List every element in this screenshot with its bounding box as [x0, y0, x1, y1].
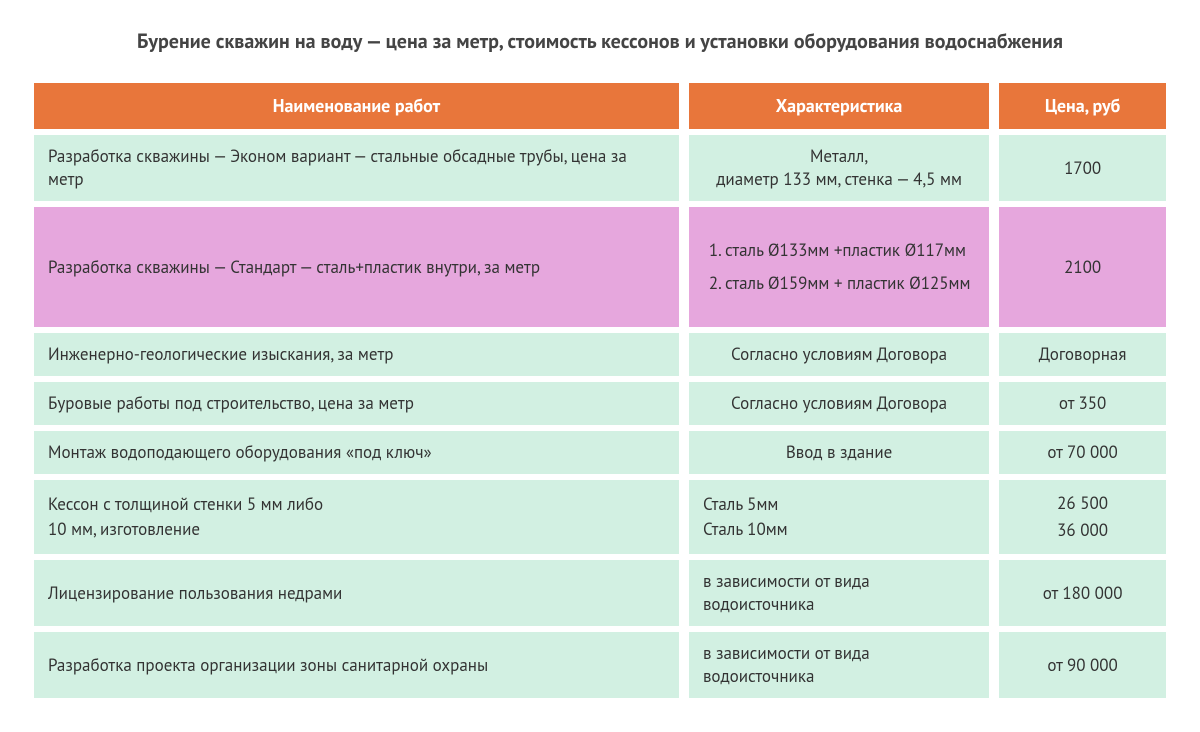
header-row: Наименование работ Характеристика Цена, … [34, 83, 1166, 129]
price-line: 36 000 [1057, 519, 1108, 541]
spec-item: сталь Ø133мм +пластик Ø117мм [725, 239, 975, 262]
header-price: Цена, руб [999, 83, 1166, 129]
cell-name: Разработка скважины — Эконом вариант — с… [34, 135, 679, 201]
cell-price: 1700 [999, 135, 1166, 201]
table-row: Кессон с толщиной стенки 5 мм либо 10 мм… [34, 480, 1166, 554]
table-row: Разработка скважины — Стандарт — сталь+п… [34, 207, 1166, 327]
cell-name: Инженерно-геологические изыскания, за ме… [34, 333, 679, 376]
table-row: Инженерно-геологические изыскания, за ме… [34, 333, 1166, 376]
table-row: Лицензирование пользования недрами в зав… [34, 560, 1166, 626]
cell-price: Договорная [999, 333, 1166, 376]
cell-name: Буровые работы под строительство, цена з… [34, 382, 679, 425]
table-row: Разработка проекта организации зоны сани… [34, 632, 1166, 698]
cell-name: Разработка скважины — Стандарт — сталь+п… [34, 207, 679, 327]
cell-char: Ввод в здание [689, 431, 989, 474]
pricing-table: Наименование работ Характеристика Цена, … [24, 77, 1176, 704]
spec-item: сталь Ø159мм + пластик Ø125мм [725, 272, 975, 295]
char-line: Сталь 10мм [703, 518, 788, 540]
header-name: Наименование работ [34, 83, 679, 129]
cell-price: от 180 000 [999, 560, 1166, 626]
cell-char: Согласно условиям Договора [689, 333, 989, 376]
cell-char: в зависимости от вида водоисточника [689, 632, 989, 698]
page-title: Бурение скважин на воду — цена за метр, … [24, 28, 1176, 55]
name-line: 10 мм, изготовление [48, 518, 200, 540]
table-row: Разработка скважины — Эконом вариант — с… [34, 135, 1166, 201]
cell-name: Кессон с толщиной стенки 5 мм либо 10 мм… [34, 480, 679, 554]
header-char: Характеристика [689, 83, 989, 129]
cell-char: в зависимости от вида водоисточника [689, 560, 989, 626]
cell-price: 26 500 36 000 [999, 480, 1166, 554]
cell-name: Разработка проекта организации зоны сани… [34, 632, 679, 698]
cell-price: от 90 000 [999, 632, 1166, 698]
cell-char: Металл, диаметр 133 мм, стенка — 4,5 мм [689, 135, 989, 201]
table-row: Монтаж водоподающего оборудования «под к… [34, 431, 1166, 474]
cell-char: сталь Ø133мм +пластик Ø117мм сталь Ø159м… [689, 207, 989, 327]
table-row: Буровые работы под строительство, цена з… [34, 382, 1166, 425]
price-line: 26 500 [1057, 492, 1108, 514]
name-line: Кессон с толщиной стенки 5 мм либо [48, 493, 323, 515]
cell-price: 2100 [999, 207, 1166, 327]
cell-char: Сталь 5мм Сталь 10мм [689, 480, 989, 554]
cell-name: Монтаж водоподающего оборудования «под к… [34, 431, 679, 474]
char-line: Сталь 5мм [703, 493, 778, 515]
spec-list: сталь Ø133мм +пластик Ø117мм сталь Ø159м… [703, 239, 975, 295]
cell-price: от 70 000 [999, 431, 1166, 474]
cell-char: Согласно условиям Договора [689, 382, 989, 425]
cell-price: от 350 [999, 382, 1166, 425]
cell-name: Лицензирование пользования недрами [34, 560, 679, 626]
